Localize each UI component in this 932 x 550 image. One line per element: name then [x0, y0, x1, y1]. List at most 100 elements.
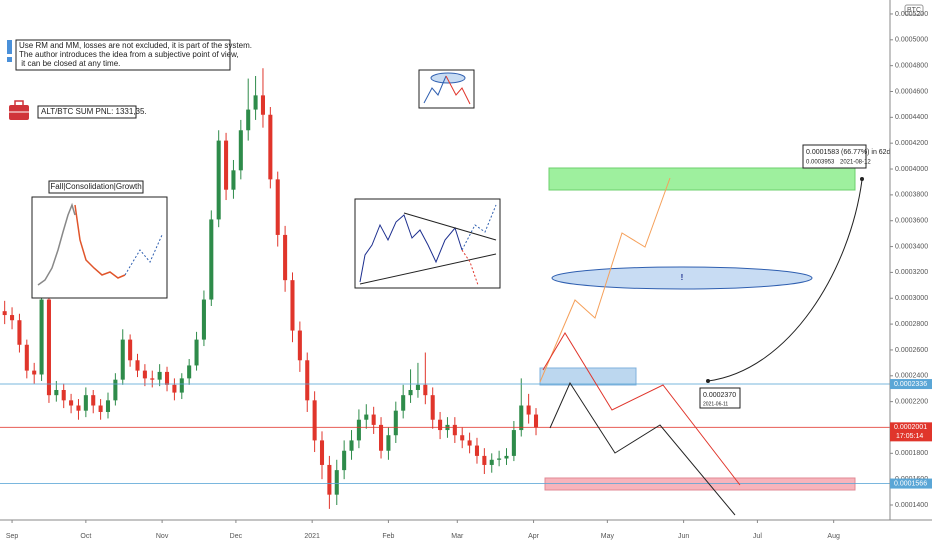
zone-mark: !	[681, 273, 684, 282]
candle-body	[386, 435, 391, 451]
pnl-box	[37, 105, 137, 119]
briefcase-icon	[14, 100, 24, 107]
measure-start-text: 0.0002370	[703, 392, 736, 399]
note: Use RM and MM, losses are not excluded, …	[7, 39, 252, 120]
y-tick-label: 0.0003800	[895, 192, 928, 199]
candle-body	[275, 179, 280, 235]
candle-body	[10, 315, 15, 321]
inset-title-box	[48, 180, 144, 194]
inset-line	[445, 75, 471, 105]
candle-body	[438, 419, 443, 431]
inset-box	[418, 69, 475, 109]
inset-title: Fall|Consolidation|Growth	[50, 182, 141, 191]
price-tag	[890, 478, 932, 489]
price-tag-label: 0.0001566	[894, 480, 927, 487]
y-tick-label: 0.0003400	[895, 243, 928, 250]
inset-line	[359, 214, 463, 283]
candle-body	[32, 370, 37, 375]
drawings-under	[539, 167, 856, 491]
candle-body	[194, 339, 199, 366]
note-box	[15, 39, 231, 71]
entry-zone	[539, 367, 637, 386]
inset-box	[31, 196, 168, 299]
x-tick-label: Oct	[80, 533, 91, 540]
note-line: it can be closed at any time.	[19, 59, 120, 68]
candle-body	[393, 410, 398, 436]
price-tag-label: 0.0002336	[894, 381, 927, 388]
note-line: The author introduces the idea from a su…	[19, 50, 239, 59]
candle-body	[474, 445, 480, 456]
candle-body	[519, 405, 524, 431]
price-tag-label: 0.0002001	[894, 424, 927, 431]
measure-target-date: 2021-08-12	[840, 160, 871, 166]
candle-body	[120, 339, 125, 380]
y-tick-label: 0.0002800	[895, 321, 928, 328]
candle-body	[371, 414, 376, 425]
candle-body	[187, 365, 192, 379]
candle-body	[61, 390, 66, 401]
measure-start	[706, 379, 710, 383]
candle-body	[504, 455, 509, 459]
x-tick-label: May	[601, 533, 615, 540]
x-tick-label: Jul	[753, 533, 762, 540]
candle-body	[497, 458, 502, 460]
candle-body	[467, 440, 472, 446]
y-tick-label: 0.0002400	[895, 373, 928, 380]
candle-body	[290, 280, 295, 331]
y-tick-label: 0.0001800	[895, 450, 928, 457]
measure-label: 0.0001583 (66.77%) in 62d 0.0003953 2021…	[699, 144, 891, 409]
candle-body	[83, 395, 88, 411]
candle-body	[179, 378, 184, 393]
measure-text: 0.0001583 (66.77%) in 62d	[806, 149, 891, 156]
x-tick-label: Feb	[382, 533, 394, 540]
inset-1: Fall|Consolidation|Growth	[31, 180, 168, 299]
inset-line	[74, 204, 126, 279]
candle-body	[69, 400, 74, 406]
candle-body	[164, 371, 170, 385]
candle-body	[135, 360, 140, 371]
y-tick-label: 0.0004600	[895, 88, 928, 95]
candle-body	[482, 455, 487, 465]
candle-body	[312, 400, 317, 441]
candle-body	[46, 299, 51, 396]
x-tick-label: Mar	[451, 533, 464, 540]
note-line: Use RM and MM, losses are not excluded, …	[19, 41, 252, 50]
currency: BTC	[907, 7, 921, 14]
y-tick-label: 0.0005200	[895, 11, 928, 18]
y-tick-label: 0.0004200	[895, 140, 928, 147]
candle-body	[105, 400, 111, 412]
candle-body	[408, 390, 413, 396]
candle-body	[253, 95, 258, 110]
inset-3	[418, 69, 475, 109]
candle-body	[24, 344, 29, 371]
inset-2	[354, 198, 501, 289]
info-icon	[7, 40, 12, 54]
y-tick-label: 0.0002600	[895, 347, 928, 354]
candle-body	[113, 379, 118, 401]
y-tick-label: 0.0005000	[895, 37, 928, 44]
y-tick-label: 0.0003600	[895, 218, 928, 225]
candle-body	[224, 140, 229, 190]
candle-body	[246, 109, 251, 131]
candle-body	[268, 114, 273, 180]
inset-ellipse	[430, 72, 466, 84]
candle-body	[39, 299, 44, 375]
target-zone	[548, 167, 856, 191]
x-tick-label: Aug	[827, 533, 840, 540]
candle-body	[128, 339, 133, 361]
candle-body	[76, 405, 81, 411]
inset-line	[37, 202, 76, 286]
x-tick-label: Nov	[156, 533, 169, 540]
projection-orange	[539, 177, 671, 383]
candle-body	[54, 390, 59, 396]
candle-body	[430, 395, 435, 420]
projections	[539, 177, 864, 516]
zone-ellipse	[551, 266, 813, 290]
candle-body	[2, 311, 7, 316]
price-axis-bg	[890, 0, 932, 550]
measure-end	[860, 177, 864, 181]
pnl-text: ALT/BTC SUM PNL: 1331,35.	[41, 107, 147, 116]
x-tick-label: Sep	[6, 533, 19, 540]
measure-start-box	[699, 387, 741, 409]
